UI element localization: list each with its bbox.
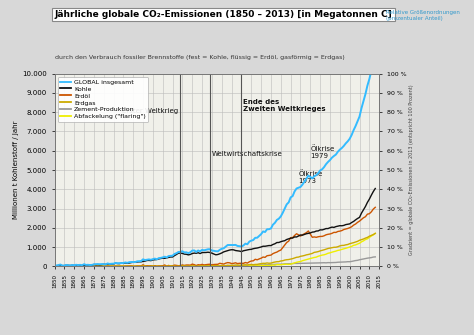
Text: durch den Verbrauch fossiler Brennstoffe (fest = Kohle, flüssig = Erdöl, gasförm: durch den Verbrauch fossiler Brennstoffe…: [55, 55, 344, 60]
Text: Ende des
Zweiten Weltkrieges: Ende des Zweiten Weltkrieges: [244, 99, 326, 112]
Text: Weltwirtschaftskrise: Weltwirtschaftskrise: [212, 151, 283, 157]
Text: Jährliche globale CO₂-Emissionen (1850 – 2013) [in Megatonnen C]: Jährliche globale CO₂-Emissionen (1850 –…: [55, 10, 392, 19]
Text: Erster Weltkrieg: Erster Weltkrieg: [122, 109, 179, 114]
Legend: GLOBAL insgesamt, Kohle, Erdöl, Erdgas, Zement-Produktion, Abfackelung ("flaring: GLOBAL insgesamt, Kohle, Erdöl, Erdgas, …: [58, 77, 148, 122]
Text: Ölkrise
1973: Ölkrise 1973: [299, 170, 323, 184]
Y-axis label: Millionen t Kohlenstoff / Jahr: Millionen t Kohlenstoff / Jahr: [13, 121, 19, 219]
Y-axis label: Gradzient = globale CO₂-Emissionen in 2013 (entspricht 100 Prozent): Gradzient = globale CO₂-Emissionen in 20…: [409, 85, 414, 255]
Text: Ölkrise
1979: Ölkrise 1979: [310, 145, 335, 159]
Text: Relative Größenordnungen
(prozentualer Anteil): Relative Größenordnungen (prozentualer A…: [386, 10, 460, 21]
